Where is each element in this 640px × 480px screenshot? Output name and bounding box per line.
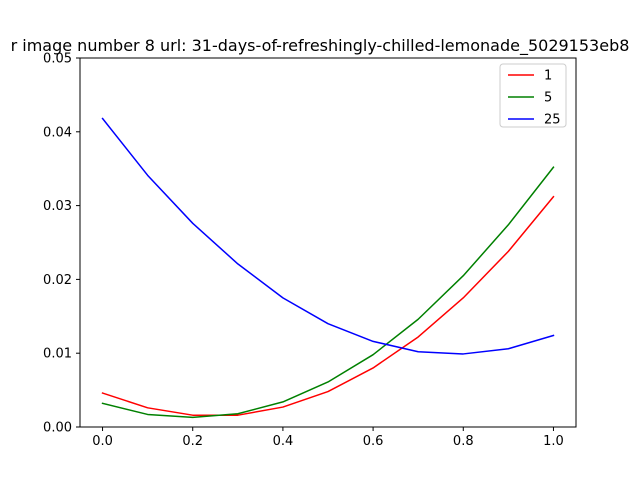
y-tick-label: 0.04 bbox=[43, 125, 72, 140]
legend-label: 25 bbox=[544, 113, 561, 128]
x-tick-label: 0.0 bbox=[92, 434, 113, 449]
series-line-5 bbox=[101, 166, 555, 419]
x-tick-label: 0.2 bbox=[182, 434, 203, 449]
y-tick-label: 0.05 bbox=[43, 52, 72, 67]
series-line-1 bbox=[101, 195, 555, 416]
chart-title: r image number 8 url: 31-days-of-refresh… bbox=[11, 36, 630, 56]
series-line-25 bbox=[101, 117, 555, 355]
y-tick-label: 0.02 bbox=[43, 273, 72, 288]
x-tick-label: 0.6 bbox=[363, 434, 384, 449]
x-tick-label: 1.0 bbox=[543, 434, 564, 449]
y-axis: 0.00 0.01 0.02 0.03 0.04 0.05 bbox=[43, 52, 80, 436]
x-tick-label: 0.4 bbox=[273, 434, 294, 449]
y-tick-label: 0.03 bbox=[43, 199, 72, 214]
x-tick-label: 0.8 bbox=[453, 434, 474, 449]
y-tick-label: 0.01 bbox=[43, 347, 72, 362]
plot-series bbox=[101, 117, 555, 419]
x-axis: 0.0 0.2 0.4 0.6 0.8 1.0 bbox=[92, 427, 564, 449]
legend-label: 5 bbox=[544, 91, 552, 106]
legend-box bbox=[499, 63, 567, 128]
plot-area-frame bbox=[79, 57, 577, 428]
y-tick-label: 0.00 bbox=[43, 421, 72, 436]
legend-label: 1 bbox=[544, 69, 552, 84]
